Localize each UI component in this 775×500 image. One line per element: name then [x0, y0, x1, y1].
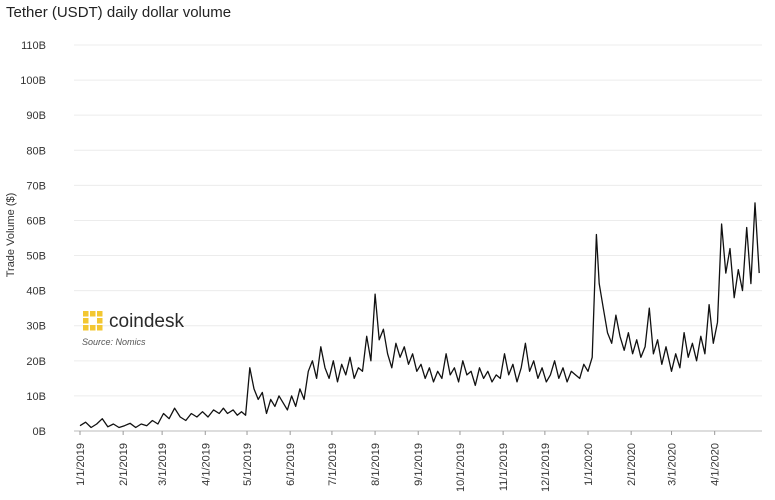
logo-square [83, 311, 89, 317]
logo-square [97, 311, 103, 317]
x-tick-label: 2/1/2020 [626, 443, 638, 486]
x-tick-label: 2/1/2019 [118, 443, 130, 486]
x-tick-label: 11/1/2019 [498, 443, 510, 491]
y-tick-label: 100B [20, 75, 46, 87]
y-tick-label: 110B [21, 40, 46, 52]
y-tick-label: 20B [26, 356, 46, 368]
x-tick-label: 3/1/2020 [667, 443, 679, 486]
y-tick-label: 50B [26, 251, 46, 263]
chart-title: Tether (USDT) daily dollar volume [6, 4, 232, 21]
y-tick-label: 40B [26, 286, 46, 298]
brand-name: coindesk [109, 311, 184, 332]
x-tick-label: 4/1/2020 [710, 443, 722, 486]
x-tick-label: 7/1/2019 [327, 443, 339, 486]
y-tick-label: 70B [26, 180, 46, 192]
y-tick-label: 60B [26, 215, 46, 227]
logo-square [97, 325, 103, 331]
x-tick-label: 1/1/2019 [75, 443, 87, 486]
x-tick-label: 1/1/2020 [583, 443, 595, 486]
x-tick-label: 10/1/2019 [455, 443, 467, 492]
source-note: Source: Nomics [82, 337, 146, 347]
logo-square [83, 325, 89, 331]
x-tick-label: 5/1/2019 [242, 443, 254, 486]
x-tick-label: 12/1/2019 [540, 443, 552, 492]
logo-square [83, 318, 89, 324]
y-tick-label: 0B [33, 426, 46, 438]
x-tick-label: 9/1/2019 [413, 443, 425, 486]
logo-square [90, 311, 96, 317]
logo-square [90, 325, 96, 331]
x-tick-label: 4/1/2019 [200, 443, 212, 486]
y-tick-label: 10B [26, 391, 46, 403]
coindesk-logo-icon [83, 311, 103, 331]
series-line [79, 202, 760, 429]
grid-lines [74, 44, 762, 432]
x-tick-label: 8/1/2019 [370, 443, 382, 486]
y-tick-label: 90B [26, 110, 46, 122]
y-axis-ticks: 0B 10B 20B 30B 40B 50B 60B 70B 80B 90B 100B 110B [20, 40, 46, 438]
y-tick-label: 30B [26, 321, 46, 333]
x-tick-label: 3/1/2019 [157, 443, 169, 486]
x-axis-ticks: 1/1/2019 2/1/2019 3/1/2019 4/1/2019 5/1/2019… [75, 431, 722, 492]
y-tick-label: 80B [26, 145, 46, 157]
logo-square [97, 318, 103, 324]
y-axis-label: Trade Volume ($) [5, 193, 17, 278]
x-tick-label: 6/1/2019 [285, 443, 297, 486]
